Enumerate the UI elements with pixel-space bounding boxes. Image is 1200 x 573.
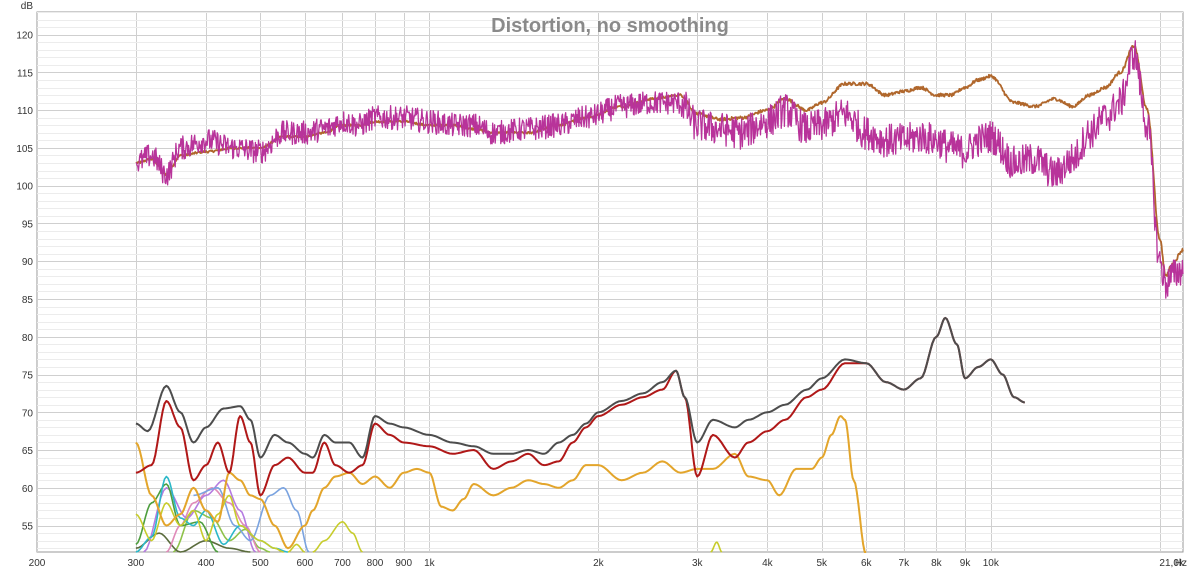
y-tick-label: 55 [22, 522, 34, 533]
y-tick-label: 75 [22, 371, 34, 382]
series-line [135, 415, 867, 553]
y-axis-tick-labels: 55 60 65 70 75 80 85 90 95 100 105 110 115 120 [16, 31, 33, 533]
x-tick-label: 7k [899, 558, 911, 569]
x-tick-label: 900 [395, 558, 412, 569]
x-tick-label: 800 [367, 558, 384, 569]
series-layer [135, 40, 1184, 553]
series-line [287, 543, 306, 553]
x-tick-label: 10k [983, 558, 1000, 569]
chart-title: Distortion, no smoothing [491, 15, 729, 37]
y-tick-label: 110 [17, 106, 33, 117]
y-tick-label: 60 [22, 484, 34, 495]
x-axis-unit-label: Hz [1175, 558, 1187, 569]
x-tick-label: 9k [960, 558, 972, 569]
y-tick-label: 120 [16, 31, 33, 42]
x-tick-label: 5k [816, 558, 828, 569]
x-tick-label: 21,0k [1159, 558, 1184, 569]
y-tick-label: 65 [22, 446, 34, 457]
x-tick-label: 400 [198, 558, 215, 569]
y-tick-label: 70 [22, 408, 34, 419]
series-line [710, 541, 723, 553]
grid-lines [37, 12, 1183, 552]
series-line [135, 40, 1184, 299]
plot-background [36, 11, 1184, 553]
y-tick-label: 100 [16, 182, 33, 193]
y-axis-unit-label: dB [21, 1, 34, 12]
y-tick-label: 115 [17, 68, 33, 79]
x-tick-label: 3k [692, 558, 704, 569]
y-tick-label: 90 [22, 257, 34, 268]
series-line [193, 487, 310, 553]
x-tick-label: 600 [297, 558, 314, 569]
series-line [135, 494, 284, 553]
x-tick-label: 6k [861, 558, 873, 569]
y-tick-label: 105 [16, 144, 33, 155]
x-tick-label: 8k [931, 558, 943, 569]
x-tick-label: 300 [128, 558, 145, 569]
x-tick-label: 1k [424, 558, 436, 569]
series-line [143, 479, 257, 553]
x-tick-label: 200 [29, 558, 46, 569]
y-tick-label: 80 [22, 333, 34, 344]
x-tick-label: 700 [334, 558, 351, 569]
x-tick-label: 500 [252, 558, 269, 569]
x-tick-label: 4k [762, 558, 774, 569]
x-axis-tick-labels: 200 300 400 500 600 700 800 900 1k 2k 3k 4k 5k 6k 7k 8k… [29, 558, 1185, 569]
y-tick-label: 95 [22, 219, 34, 230]
x-tick-label: 2k [593, 558, 605, 569]
series-line [312, 521, 363, 553]
series-line [135, 316, 1026, 459]
y-tick-label: 85 [22, 295, 34, 306]
series-line [135, 483, 219, 553]
